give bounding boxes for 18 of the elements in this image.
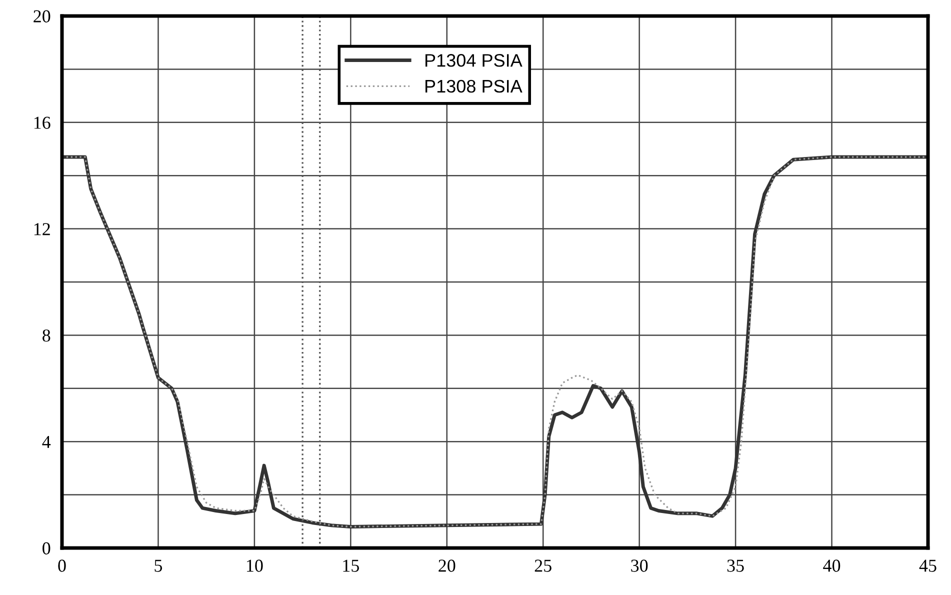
x-tick-label: 45: [919, 560, 936, 572]
x-tick-label: 15: [343, 560, 359, 572]
x-tick-label: 10: [247, 560, 263, 572]
x-tick-label: 35: [727, 560, 744, 572]
y-tick-label: 4: [42, 436, 51, 448]
x-tick-label: 20: [438, 560, 456, 572]
legend-label: P1308 PSIA: [425, 80, 522, 93]
y-tick-label: 20: [34, 10, 50, 22]
x-tick-label: 30: [631, 560, 648, 572]
x-tick-label: 5: [154, 560, 162, 572]
y-tick-label: 0: [42, 542, 50, 554]
legend-label: P1304 PSIA: [425, 54, 522, 67]
x-tick-label: 0: [58, 560, 66, 572]
y-tick-label: 8: [42, 329, 50, 342]
x-tick-label: 25: [534, 560, 552, 572]
y-tick-label: 12: [34, 223, 50, 236]
y-tick-label: 16: [34, 116, 50, 129]
x-tick-label: 40: [823, 560, 840, 572]
